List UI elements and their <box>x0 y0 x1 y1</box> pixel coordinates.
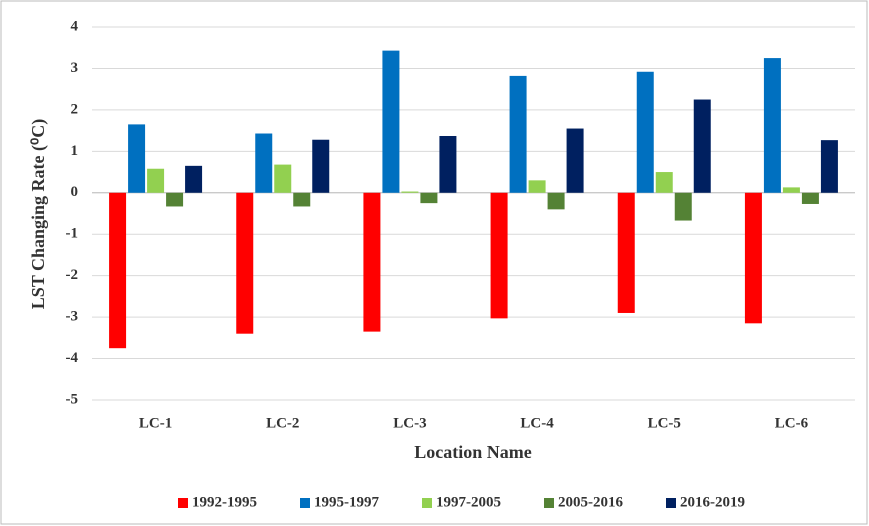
bar <box>420 192 438 204</box>
y-tick-label: -2 <box>66 267 79 283</box>
x-tick-label: LC-1 <box>139 415 172 431</box>
bar <box>312 139 330 193</box>
y-tick-label: -4 <box>66 350 79 366</box>
bar <box>382 50 400 193</box>
y-tick-label: -5 <box>66 391 79 407</box>
legend-swatch <box>178 498 188 508</box>
bar <box>763 58 781 193</box>
bar <box>128 124 146 193</box>
y-tick-label: 2 <box>71 101 79 117</box>
y-tick-label: 4 <box>71 18 79 34</box>
bar <box>674 192 692 221</box>
bar <box>363 192 381 332</box>
bar <box>693 99 711 193</box>
legend-label: 2016-2019 <box>680 494 745 510</box>
bar <box>636 71 654 193</box>
bar <box>274 164 292 193</box>
bar <box>509 75 527 193</box>
legend-swatch <box>544 498 554 508</box>
bar <box>820 140 838 193</box>
x-tick-label: LC-5 <box>648 415 681 431</box>
legend-swatch <box>422 498 432 508</box>
bar <box>490 192 508 319</box>
x-tick-label: LC-6 <box>775 415 809 431</box>
bar <box>185 165 203 193</box>
y-tick-label: 0 <box>71 184 79 200</box>
bar <box>566 128 584 193</box>
y-tick-label: -1 <box>66 226 79 242</box>
bar <box>801 192 819 204</box>
legend-swatch <box>300 498 310 508</box>
y-axis-label: LST Changing Rate (⁰C) <box>28 119 49 309</box>
bar <box>744 192 762 324</box>
y-tick-label: 1 <box>71 143 79 159</box>
legend-label: 1992-1995 <box>192 494 257 510</box>
bar <box>147 168 165 193</box>
y-tick-label: 3 <box>71 60 79 76</box>
x-tick-label: LC-3 <box>393 415 426 431</box>
bar <box>528 180 546 193</box>
x-axis-label: Location Name <box>414 442 531 462</box>
bar <box>166 192 184 207</box>
legend-swatch <box>666 498 676 508</box>
bar <box>293 192 311 207</box>
bar <box>109 192 127 349</box>
bar <box>547 192 565 210</box>
bar <box>617 192 635 313</box>
y-tick-label: -3 <box>66 309 79 325</box>
legend-label: 1997-2005 <box>436 494 501 510</box>
bar <box>236 192 254 334</box>
x-tick-label: LC-2 <box>266 415 299 431</box>
bar <box>255 133 273 193</box>
bar <box>439 135 457 193</box>
bar <box>655 172 673 193</box>
x-tick-label: LC-4 <box>520 415 554 431</box>
bar <box>401 191 419 193</box>
legend-label: 1995-1997 <box>314 494 379 510</box>
legend-label: 2005-2016 <box>558 494 623 510</box>
bar <box>782 187 800 193</box>
